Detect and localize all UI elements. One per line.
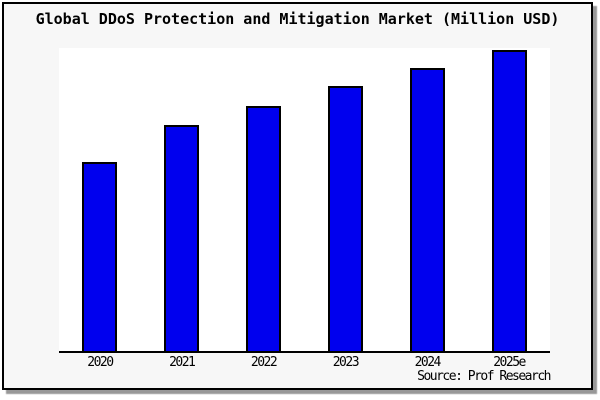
x-tick-label-2023: 2023	[332, 355, 360, 370]
x-axis-labels: 2020 2021 2022 2023 2024 2025e	[59, 355, 550, 370]
x-tick-label-2022: 2022	[250, 355, 278, 370]
bar-2022	[246, 106, 281, 351]
x-tick-label-2025e: 2025e	[493, 355, 526, 370]
chart-frame: Global DDoS Protection and Mitigation Ma…	[2, 2, 593, 390]
x-tick-label-2020: 2020	[87, 355, 114, 370]
bar-2020	[82, 162, 117, 351]
bar-2025e	[492, 50, 527, 351]
bar-2023	[328, 86, 363, 351]
x-tick-label-2021: 2021	[169, 355, 196, 370]
plot-area	[59, 48, 550, 353]
source-credit: Source: Prof Research	[417, 369, 551, 384]
x-tick-label-2024: 2024	[414, 355, 442, 370]
bar-2024	[410, 68, 445, 351]
bar-2021	[164, 125, 199, 351]
chart-title: Global DDoS Protection and Mitigation Ma…	[35, 10, 560, 28]
